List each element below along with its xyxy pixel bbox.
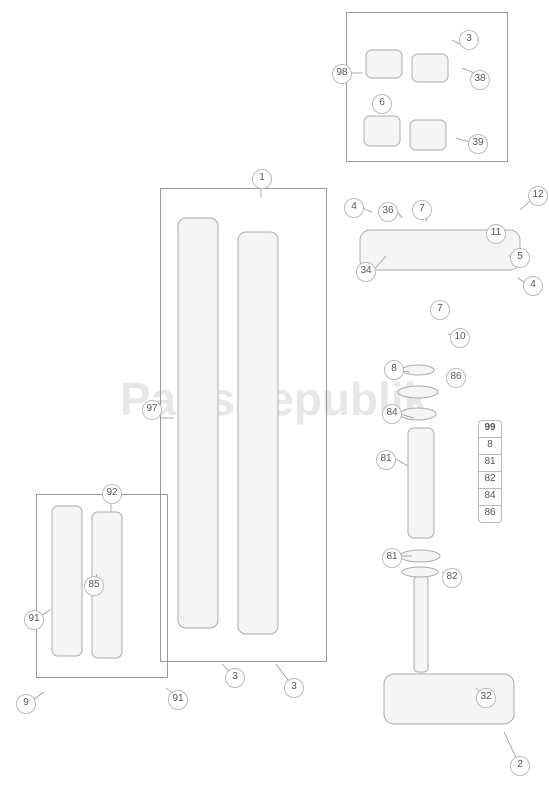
callout-stack-item-8[interactable]: 8	[478, 437, 502, 454]
callout-stack-item-82[interactable]: 82	[478, 471, 502, 488]
callout-34[interactable]: 34	[356, 262, 376, 282]
leader-line	[394, 458, 408, 466]
ring-shape	[398, 386, 438, 398]
callout-5[interactable]: 5	[510, 248, 530, 268]
callout-3[interactable]: 3	[459, 30, 479, 50]
callout-stack-item-86[interactable]: 86	[478, 505, 502, 523]
callout-86[interactable]: 86	[446, 368, 466, 388]
callout-7[interactable]: 7	[430, 300, 450, 320]
callout-10[interactable]: 10	[450, 328, 470, 348]
callout-32[interactable]: 32	[476, 688, 496, 708]
callout-85[interactable]: 85	[84, 576, 104, 596]
callout-8[interactable]: 8	[384, 360, 404, 380]
ring-shape	[400, 408, 436, 420]
box-main-fork	[160, 188, 327, 662]
callout-84[interactable]: 84	[382, 404, 402, 424]
callout-4[interactable]: 4	[344, 198, 364, 218]
callout-91[interactable]: 91	[24, 610, 44, 630]
leader-line	[398, 212, 402, 218]
callout-81[interactable]: 81	[376, 450, 396, 470]
callout-38[interactable]: 38	[470, 70, 490, 90]
callout-2[interactable]: 2	[510, 756, 530, 776]
callout-9[interactable]: 9	[16, 694, 36, 714]
callout-3[interactable]: 3	[284, 678, 304, 698]
callout-stack-99: 99881828486	[478, 420, 502, 523]
ring-shape	[402, 567, 438, 577]
ring-shape	[402, 365, 434, 375]
steering-tube	[408, 428, 434, 538]
callout-82[interactable]: 82	[442, 568, 462, 588]
callout-81[interactable]: 81	[382, 548, 402, 568]
callout-98[interactable]: 98	[332, 64, 352, 84]
callout-3[interactable]: 3	[225, 668, 245, 688]
callout-92[interactable]: 92	[102, 484, 122, 504]
callout-12[interactable]: 12	[528, 186, 548, 206]
callout-stack-header[interactable]: 99	[478, 420, 502, 437]
callout-1[interactable]: 1	[252, 169, 272, 189]
callout-stack-item-81[interactable]: 81	[478, 454, 502, 471]
callout-91[interactable]: 91	[168, 690, 188, 710]
callout-97[interactable]: 97	[142, 400, 162, 420]
stem	[414, 576, 428, 672]
callout-4[interactable]: 4	[523, 276, 543, 296]
exploded-parts-diagram: PartsRepublik 13334456778910111232343638…	[0, 0, 549, 798]
callout-39[interactable]: 39	[468, 134, 488, 154]
callout-36[interactable]: 36	[378, 202, 398, 222]
callout-7[interactable]: 7	[412, 200, 432, 220]
callout-6[interactable]: 6	[372, 94, 392, 114]
callout-11[interactable]: 11	[486, 224, 506, 244]
callout-stack-item-84[interactable]: 84	[478, 488, 502, 505]
